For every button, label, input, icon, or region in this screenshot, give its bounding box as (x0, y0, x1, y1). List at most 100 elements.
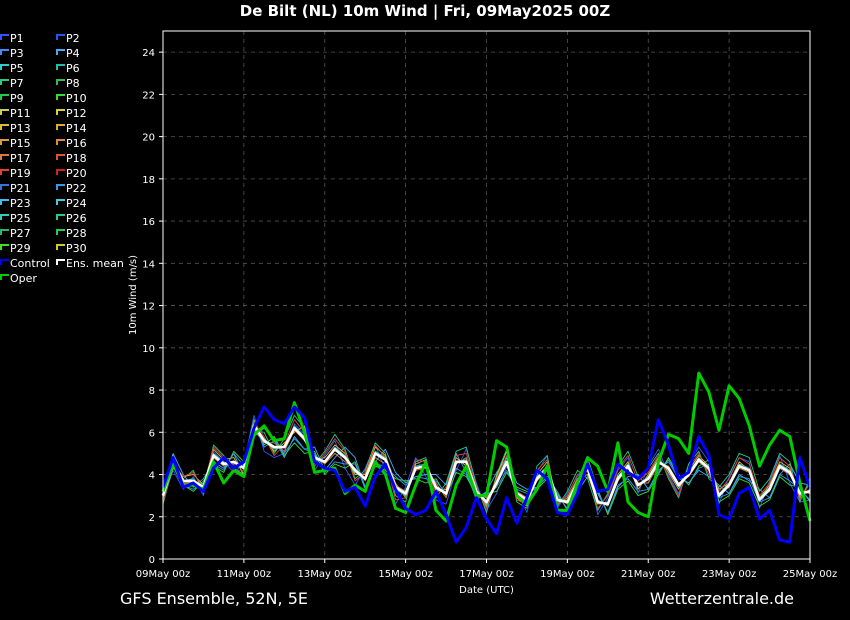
grid (163, 31, 810, 559)
legend-swatch (0, 184, 9, 190)
legend-swatch (56, 109, 65, 115)
legend-label: P28 (66, 227, 87, 240)
legend-label: P17 (10, 152, 31, 165)
x-tick-label: 09May 00z (136, 569, 191, 580)
legend-label: P4 (66, 47, 80, 60)
legend-swatch (0, 139, 9, 145)
legend-label: P3 (10, 47, 24, 60)
legend-swatch (56, 199, 65, 205)
footer-source: GFS Ensemble, 52N, 5E (120, 589, 308, 608)
x-tick-label: 21May 00z (621, 569, 676, 580)
series-line-p1 (162, 414, 811, 516)
legend-swatch (0, 214, 9, 220)
y-tick-label: 4 (149, 471, 155, 482)
footer-site: Wetterzentrale.de (649, 589, 794, 608)
legend-label: P5 (10, 62, 24, 75)
series-line-ens-mean (161, 424, 811, 506)
legend-swatch (56, 79, 65, 85)
legend-swatch (56, 229, 65, 235)
legend-label: P18 (66, 152, 87, 165)
y-tick-label: 18 (142, 175, 155, 186)
legend-swatch (0, 109, 9, 115)
x-tick-label: 13May 00z (297, 569, 352, 580)
legend-swatch (0, 64, 9, 70)
y-tick-label: 8 (149, 386, 155, 397)
legend-label: P29 (10, 242, 31, 255)
series-layer (161, 371, 812, 544)
series-line-p22 (162, 423, 811, 513)
legend-swatch (56, 154, 65, 160)
legend-label: P19 (10, 167, 31, 180)
legend-label: Control (10, 257, 50, 270)
legend-label: P24 (66, 197, 87, 210)
legend-label: P14 (66, 122, 87, 135)
y-tick-label: 20 (142, 133, 155, 144)
x-tick-label: 15May 00z (378, 569, 433, 580)
y-axis-label: 10m Wind (m/s) (128, 255, 139, 335)
x-tick-label: 25May 00z (783, 569, 838, 580)
legend-label: Oper (10, 272, 37, 285)
x-axis-label: Date (UTC) (459, 585, 514, 596)
legend-swatch (0, 229, 9, 235)
legend-label: P25 (10, 212, 31, 225)
legend-label: P26 (66, 212, 87, 225)
legend-label: P10 (66, 92, 87, 105)
legend-swatch (0, 154, 9, 160)
legend-swatch (0, 94, 9, 100)
legend-label: P15 (10, 137, 31, 150)
legend-swatch (0, 259, 9, 265)
series-line-p19 (162, 419, 811, 509)
legend-swatch (56, 94, 65, 100)
legend-swatch (56, 49, 65, 55)
legend-label: P11 (10, 107, 31, 120)
x-tick-label: 19May 00z (540, 569, 595, 580)
y-tick-label: 14 (142, 259, 155, 270)
legend-swatch (0, 49, 9, 55)
legend-swatch (0, 34, 9, 40)
legend-swatch (0, 124, 9, 130)
y-tick-label: 22 (142, 90, 155, 101)
y-tick-label: 10 (142, 344, 155, 355)
legend-label: P12 (66, 107, 87, 120)
legend-label: P27 (10, 227, 31, 240)
y-tick-label: 0 (149, 555, 155, 566)
y-tick-label: 16 (142, 217, 155, 228)
series-line-control (161, 405, 812, 544)
legend-swatch (0, 79, 9, 85)
legend-swatch (56, 34, 65, 40)
legend-label: P6 (66, 62, 80, 75)
legend-label: P1 (10, 32, 24, 45)
legend-swatch (56, 139, 65, 145)
legend-label: P20 (66, 167, 87, 180)
legend-label: Ens. mean (66, 257, 124, 270)
x-tick-label: 17May 00z (459, 569, 514, 580)
legend-label: P30 (66, 242, 87, 255)
y-tick-label: 2 (149, 513, 155, 524)
legend-swatch (56, 124, 65, 130)
legend-swatch (56, 214, 65, 220)
legend-label: P21 (10, 182, 31, 195)
legend-swatch (56, 259, 65, 265)
y-tick-label: 24 (142, 48, 155, 59)
x-tick-label: 11May 00z (217, 569, 272, 580)
legend-label: P22 (66, 182, 87, 195)
series-line-oper (161, 371, 812, 523)
legend-label: P2 (66, 32, 80, 45)
y-tick-label: 12 (142, 302, 155, 313)
legend-swatch (56, 244, 65, 250)
legend-label: P23 (10, 197, 31, 210)
y-tick-label: 6 (149, 428, 155, 439)
legend-swatch (0, 169, 9, 175)
legend-swatch (0, 199, 9, 205)
legend-swatch (56, 64, 65, 70)
legend-swatch (0, 244, 9, 250)
legend-label: P16 (66, 137, 87, 150)
legend-swatch (56, 184, 65, 190)
legend-label: P7 (10, 77, 24, 90)
chart-title: De Bilt (NL) 10m Wind | Fri, 09May2025 0… (239, 2, 611, 20)
series-line-p13 (162, 423, 811, 507)
legend-label: P13 (10, 122, 31, 135)
legend-label: P8 (66, 77, 80, 90)
